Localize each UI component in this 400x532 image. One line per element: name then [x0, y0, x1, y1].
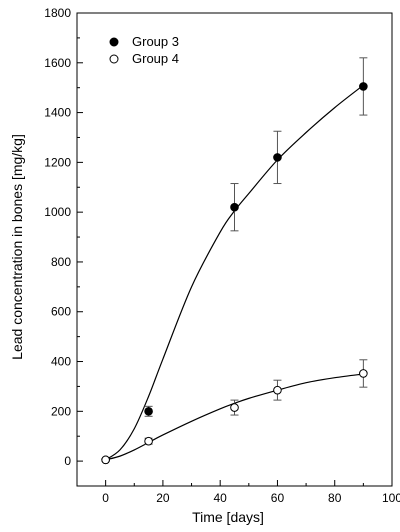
y-tick-label: 1200 — [44, 155, 71, 169]
legend: Group 3 Group 4 — [109, 34, 179, 66]
data-point-group-4 — [359, 369, 368, 378]
fit-curve-group-4 — [105, 373, 364, 461]
x-tick-label: 100 — [382, 491, 400, 505]
data-point-group-3 — [359, 82, 368, 91]
x-axis: 0 20 40 60 80 100 — [76, 480, 400, 505]
fit-curves — [105, 84, 364, 461]
y-axis-title: Lead concentration in bones [mg/kg] — [9, 134, 25, 360]
data-point-group-3 — [273, 153, 282, 162]
x-tick-label: 0 — [102, 491, 109, 505]
x-axis-title: Time [days] — [192, 509, 264, 525]
y-tick-label: 0 — [64, 454, 71, 468]
y-tick-label: 1400 — [44, 106, 71, 120]
y-tick-label: 400 — [51, 355, 71, 369]
x-tick-label: 60 — [271, 491, 285, 505]
y-tick-label: 800 — [51, 255, 71, 269]
error-bars — [144, 57, 368, 445]
x-tick-label: 80 — [328, 491, 342, 505]
y-tick-label: 1600 — [44, 56, 71, 70]
data-point-group-3 — [230, 202, 239, 212]
y-axis: 0 200 400 600 800 1000 1200 1400 1600 1800 — [44, 6, 83, 487]
y-tick-label: 1000 — [44, 205, 71, 219]
data-point-group-3 — [144, 407, 153, 416]
plot-frame — [76, 12, 393, 487]
legend-label: Group 4 — [132, 51, 179, 66]
legend-marker — [109, 54, 119, 64]
fit-curve-group-3 — [105, 84, 364, 461]
data-point-group-4 — [144, 436, 153, 446]
x-tick-label: 20 — [156, 491, 170, 505]
data-point-group-4 — [101, 455, 110, 465]
legend-label: Group 3 — [132, 34, 179, 49]
legend-marker — [109, 37, 119, 47]
data-point-group-4 — [230, 403, 239, 412]
data-point-group-4 — [273, 385, 282, 395]
y-tick-label: 200 — [51, 404, 71, 418]
y-tick-label: 600 — [51, 305, 71, 319]
x-tick-label: 40 — [214, 491, 228, 505]
y-tick-label: 1800 — [44, 6, 71, 20]
plot-border — [76, 12, 393, 487]
data-points — [101, 82, 368, 465]
